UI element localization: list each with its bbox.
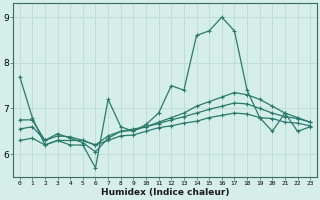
X-axis label: Humidex (Indice chaleur): Humidex (Indice chaleur) [101, 188, 229, 197]
